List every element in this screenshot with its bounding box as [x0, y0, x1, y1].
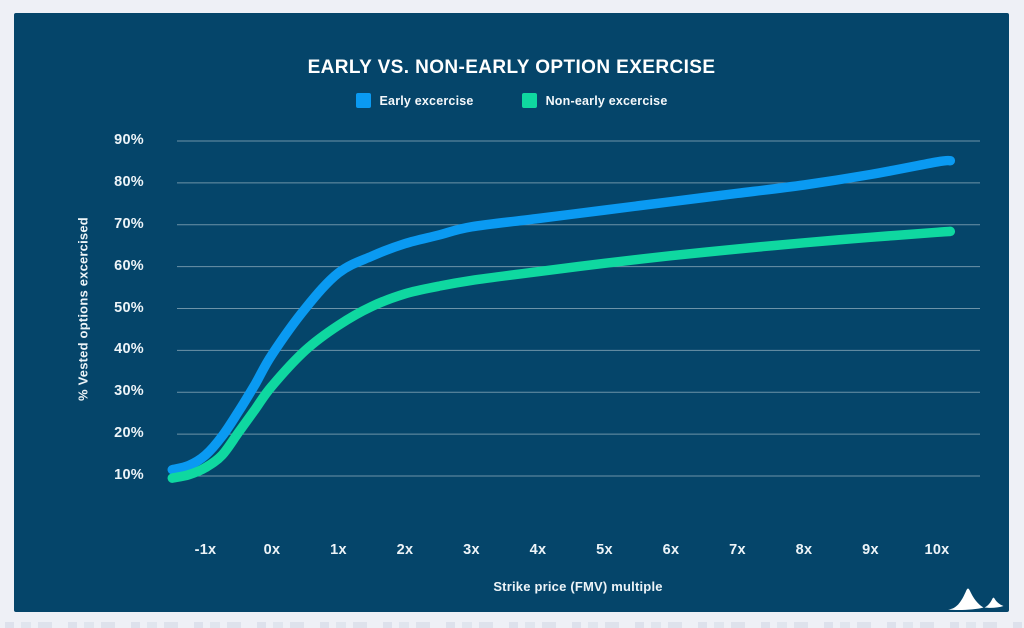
y-tick-label: 40%: [114, 341, 144, 358]
y-tick-label: 70%: [114, 215, 144, 232]
x-tick-label: 8x: [795, 542, 813, 558]
x-tick-label: 2x: [396, 542, 414, 558]
y-tick-label: 90%: [114, 132, 144, 148]
x-tick-label: 6x: [662, 542, 680, 558]
x-tick-label: 0x: [263, 542, 281, 558]
x-tick-label: 7x: [729, 542, 746, 558]
legend-item-non-early: Non-early excercise: [521, 93, 668, 108]
legend-item-early: Early excercise: [355, 93, 474, 108]
series-line-early: [167, 155, 956, 475]
x-tick-label: 10x: [924, 542, 950, 558]
cutoff-text-strip: [0, 622, 1024, 628]
series-line-non-early: [167, 226, 956, 483]
x-tick-label: 5x: [596, 542, 613, 558]
y-tick-label: 50%: [114, 299, 144, 316]
non-early-exercise-swatch-icon: [521, 93, 537, 108]
legend-label-early: Early excercise: [379, 93, 474, 108]
twin-mountain-peaks-logo-icon: [948, 588, 1004, 610]
x-tick-label: 1x: [330, 542, 347, 558]
x-tick-label: 9x: [862, 542, 879, 558]
line-chart-plot: [167, 140, 980, 483]
y-tick-label: 30%: [114, 383, 144, 400]
early-exercise-swatch-icon: [355, 93, 371, 108]
y-tick-label: 60%: [114, 257, 144, 274]
y-tick-label: 20%: [114, 425, 144, 442]
x-tick-label: 3x: [463, 542, 480, 558]
y-axis-title: % Vested options excercised: [75, 217, 91, 401]
y-tick-label: 10%: [114, 467, 144, 483]
x-tick-label: 4x: [529, 542, 547, 558]
x-tick-label: -1x: [194, 542, 217, 558]
y-tick-label: 80%: [114, 173, 144, 190]
x-axis-title: Strike price (FMV) multiple: [493, 579, 663, 594]
chart-card: EARLY VS. NON-EARLY OPTION EXERCISE Earl…: [14, 13, 1009, 612]
legend-label-non-early: Non-early excercise: [545, 93, 668, 108]
legend: Early excercise Non-early excercise: [14, 93, 1009, 108]
chart-title: EARLY VS. NON-EARLY OPTION EXERCISE: [307, 57, 716, 78]
